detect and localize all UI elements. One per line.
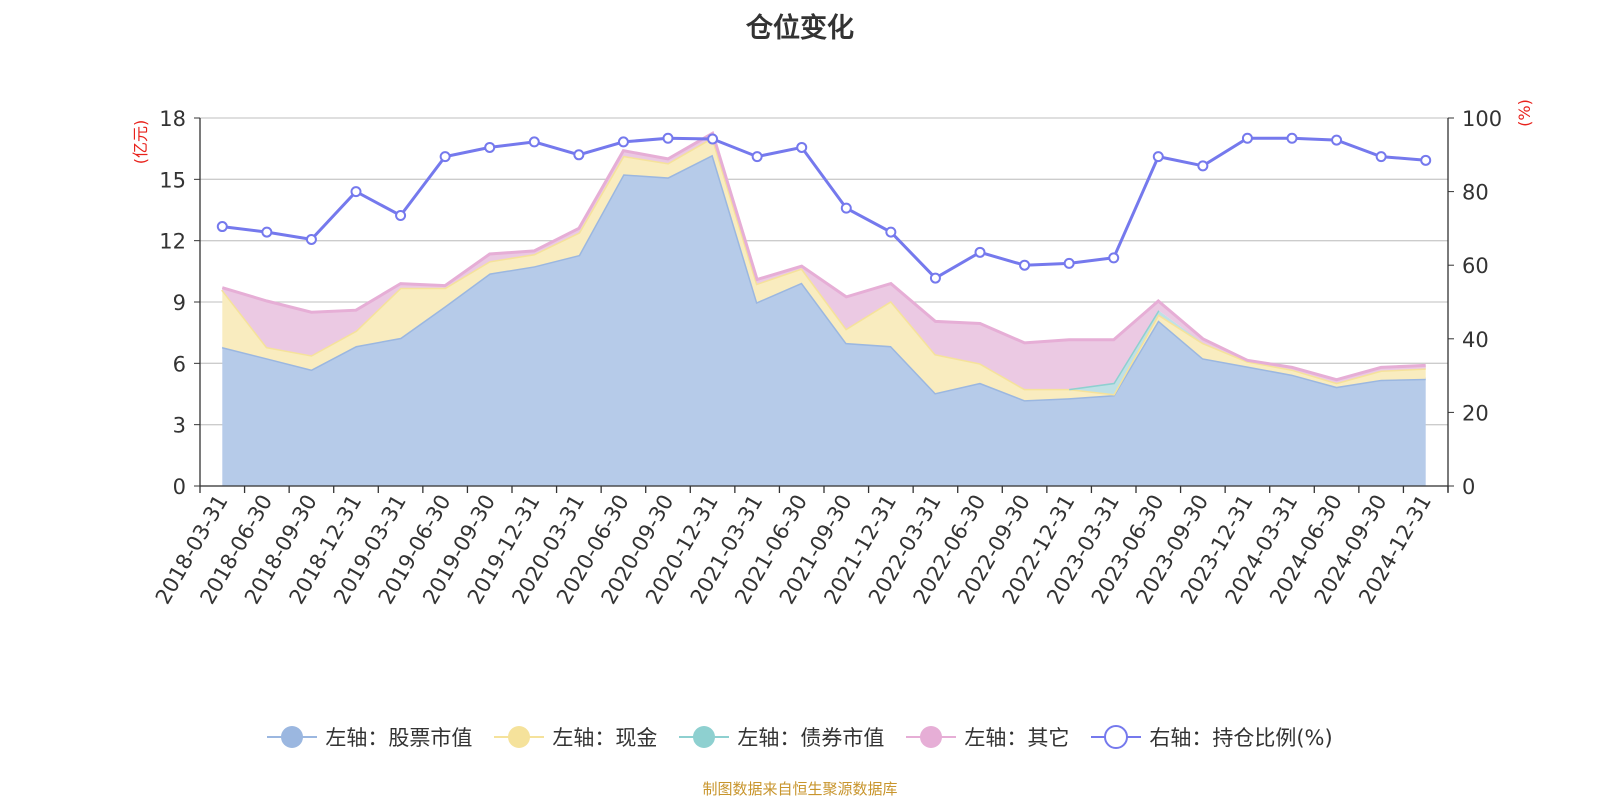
holding-ratio-point xyxy=(350,186,362,198)
right-axis-tick-label: 40 xyxy=(1462,328,1489,352)
holding-ratio-point xyxy=(1375,151,1387,163)
holding-ratio-point xyxy=(796,141,808,153)
right-axis-tick-label: 100 xyxy=(1462,107,1502,131)
holding-ratio-point xyxy=(484,141,496,153)
left-axis-tick-label: 18 xyxy=(159,107,186,131)
holding-ratio-point xyxy=(1241,132,1253,144)
holding-ratio-point xyxy=(216,221,228,233)
legend-marker xyxy=(267,726,318,748)
holding-ratio-point xyxy=(1063,257,1075,269)
holding-ratio-point xyxy=(305,233,317,245)
legend-label: 左轴：债券市值 xyxy=(737,726,885,750)
holding-ratio-point xyxy=(929,272,941,284)
chart-title: 仓位变化 xyxy=(746,13,854,44)
legend-item[interactable]: 左轴：股票市值 xyxy=(267,722,472,752)
legend-marker xyxy=(1091,725,1142,749)
legend-label: 左轴：股票市值 xyxy=(325,726,473,750)
holding-ratio-point xyxy=(1197,160,1209,172)
right-axis-tick-label: 0 xyxy=(1462,475,1475,499)
holding-ratio-line xyxy=(222,136,1426,280)
legend-item[interactable]: 左轴：现金 xyxy=(494,722,657,752)
legend-item[interactable]: 右轴：持仓比例(%) xyxy=(1091,722,1333,752)
right-axis-tick-label: 80 xyxy=(1462,181,1489,205)
right-axis-unit-label: (%) xyxy=(1515,99,1534,127)
holding-ratio-point xyxy=(1420,154,1432,166)
holding-ratio-point xyxy=(751,151,763,163)
source-note: 制图数据来自恒生聚源数据库 xyxy=(702,780,898,798)
holding-ratio-point xyxy=(840,202,852,214)
area-左轴：股票市值 xyxy=(222,154,1426,487)
holding-ratio-point xyxy=(528,136,540,148)
legend-label: 右轴：持仓比例(%) xyxy=(1149,726,1333,750)
holding-ratio-point xyxy=(1152,151,1164,163)
legend-item[interactable]: 左轴：债券市值 xyxy=(679,722,884,752)
left-axis-unit-label: (亿元) xyxy=(131,120,150,165)
right-axis-tick-label: 60 xyxy=(1462,254,1489,278)
left-axis-tick-label: 12 xyxy=(159,230,186,254)
holding-ratio-point xyxy=(1019,259,1031,271)
holding-ratio-point xyxy=(617,136,629,148)
holding-ratio-point xyxy=(395,210,407,222)
legend-marker xyxy=(906,726,957,748)
holding-ratio-point xyxy=(662,132,674,144)
holding-ratio-point xyxy=(1286,132,1298,144)
left-axis-tick-label: 15 xyxy=(159,168,186,192)
holding-ratio-point xyxy=(1331,134,1343,146)
holding-ratio-point xyxy=(261,226,273,238)
holding-ratio-point xyxy=(974,246,986,258)
holding-ratio-point xyxy=(885,226,897,238)
chart-legend: 左轴：股票市值 左轴：现金 左轴：债券市值 左轴：其它 右轴：持仓比例(%) xyxy=(0,722,1600,752)
left-axis-tick-label: 9 xyxy=(173,291,186,315)
legend-marker xyxy=(679,726,730,748)
series-line-左轴：其它 xyxy=(221,131,1426,382)
holding-ratio-point xyxy=(707,133,719,145)
holding-ratio-point xyxy=(439,151,451,163)
legend-label: 左轴：现金 xyxy=(552,726,658,750)
legend-item[interactable]: 左轴：其它 xyxy=(906,722,1069,752)
left-axis-tick-label: 3 xyxy=(173,414,186,438)
left-axis-tick-label: 6 xyxy=(173,352,186,376)
legend-label: 左轴：其它 xyxy=(964,726,1070,750)
holding-ratio-point xyxy=(1108,252,1120,264)
left-axis-tick-label: 0 xyxy=(173,475,186,499)
holding-ratio-point xyxy=(573,149,585,161)
right-axis-tick-label: 20 xyxy=(1462,401,1489,425)
legend-marker xyxy=(494,726,545,748)
